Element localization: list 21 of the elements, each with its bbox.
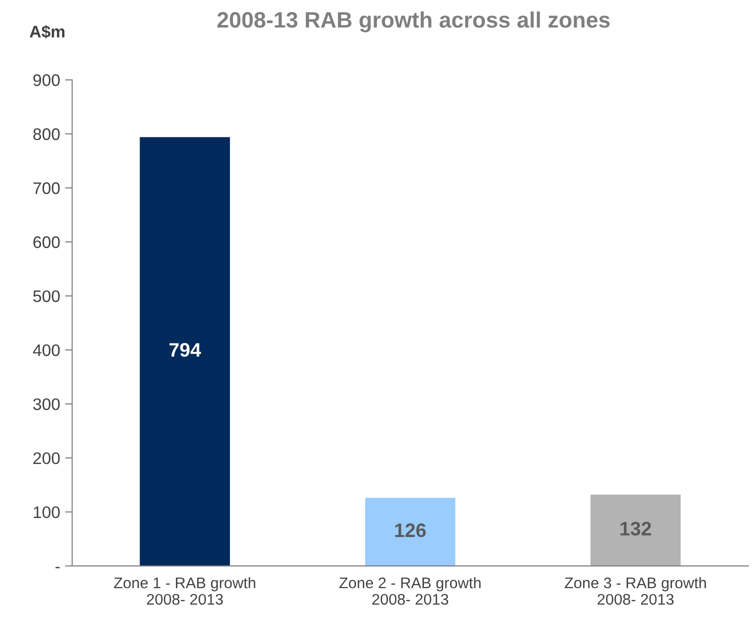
x-tick-label: Zone 2 - RAB growth 2008- 2013	[339, 577, 481, 605]
y-tick-label: 400	[32, 344, 60, 356]
chart-title: 2008-13 RAB growth across all zones	[217, 11, 610, 32]
data-label: 132	[620, 522, 652, 536]
x-tick-label: Zone 3 - RAB growth 2008- 2013	[564, 577, 706, 605]
y-tick-label: 900	[33, 74, 60, 86]
x-tick-label: Zone 1 - RAB growth 2008- 2013	[114, 577, 256, 605]
bar	[365, 498, 456, 566]
y-tick-label: 800	[33, 128, 60, 140]
data-label: 126	[395, 523, 426, 538]
y-tick-label: 500	[33, 290, 60, 302]
y-tick-label: -	[56, 566, 60, 568]
bar	[140, 137, 230, 566]
bar	[590, 494, 681, 566]
y-tick-label: 200	[33, 452, 60, 464]
y-tick-label: 700	[33, 182, 60, 194]
y-tick-label: 600	[33, 236, 60, 248]
y-axis-title: A$m	[30, 25, 64, 39]
y-tick-label: 100	[34, 506, 60, 518]
y-tick-label: 300	[33, 398, 60, 410]
data-label: 794	[169, 342, 201, 357]
